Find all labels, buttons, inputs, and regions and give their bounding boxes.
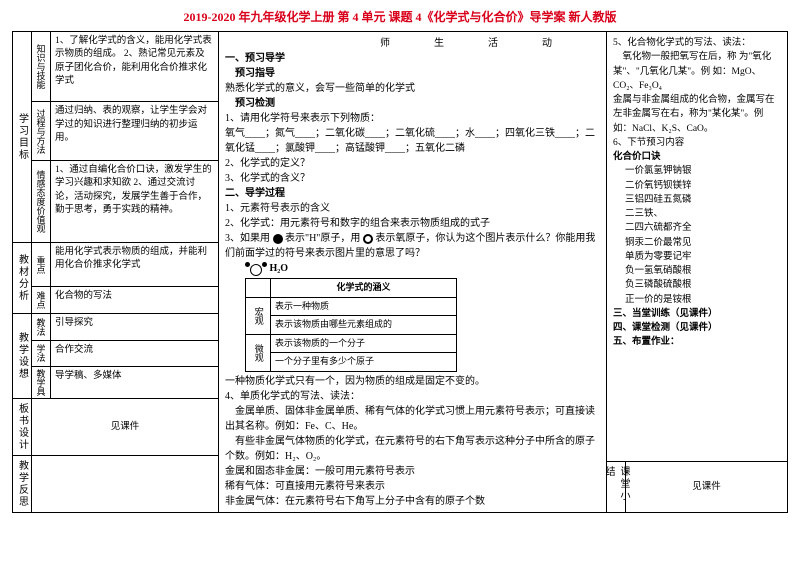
s11: 2、化学式：用元素符号和数字的组合来表示物质组成的式子 xyxy=(225,216,600,231)
ref xyxy=(32,456,218,512)
g2-label: 过程与方法 xyxy=(32,102,51,160)
main-table: 学习目标 知识与技能1、了解化学式的含义，能用化学式表示物质的组成。 2、熟记常… xyxy=(12,31,788,513)
meaning-table: 化学式的涵义 宏观表示一种物质表示该物质由哪些元素组成的 微观表示该物质的一个分… xyxy=(245,278,457,372)
t1-label: 教法 xyxy=(32,314,51,340)
g3-label: 情感态度价值观 xyxy=(32,161,51,242)
g1-label: 知识与技能 xyxy=(32,32,51,101)
s7: 2、化学式的定义？ xyxy=(225,156,600,171)
s1: 一、预习导学 xyxy=(225,53,285,64)
s4: 预习检测 xyxy=(225,98,275,109)
s2: 预习指导 xyxy=(225,68,275,79)
doc-title: 2019-2020 年九年级化学上册 第 4 单元 课题 4《化学式与化合价》导… xyxy=(12,8,788,25)
bd-label: 板书设计 xyxy=(13,399,32,455)
s9: 二、导学过程 xyxy=(225,188,285,199)
kp: 能用化学式表示物质的组成，并能利用化合价推求化学式 xyxy=(51,243,218,286)
s12: 3、如果用 表示"H"原子，用 表示氧原子，你认为这个图片表示什么？你能用我们前… xyxy=(225,231,600,261)
g1: 1、了解化学式的含义，能用化学式表示物质的组成。 2、熟记常见元素及原子团化合价… xyxy=(51,32,218,101)
t1: 引导探究 xyxy=(51,314,218,340)
activity-col: 师 生 活 动 一、预习导学 预习指导 熟悉化学式的意义，会写一些简单的化学式 … xyxy=(219,32,607,512)
note: 见课件 xyxy=(626,462,787,512)
t3-label: 教学具 xyxy=(32,367,51,398)
s5: 1、请用化学符号来表示下列物质： xyxy=(225,111,600,126)
ring-icon xyxy=(363,234,373,244)
s8: 3、化学式的含义？ xyxy=(225,171,600,186)
t2: 合作交流 xyxy=(51,341,218,367)
dp: 化合物的写法 xyxy=(51,287,218,313)
design-label: 教学设想 xyxy=(13,314,32,398)
bd: 见课件 xyxy=(32,399,218,455)
h2o-icon xyxy=(245,262,267,276)
g3: 1、通过自编化合价口诀，激发学生的学习兴趣和求知欲 2、通过交流讨论，活动探究，… xyxy=(51,161,218,242)
s15: 金属单质、固体非金属单质、稀有气体的化学式习惯上用元素符号表示；可直接读出其名称… xyxy=(225,404,600,434)
s19: 非金属气体：在元素符号右下角写上分子中含有的原子个数 xyxy=(225,494,600,509)
g2: 通过归纳、表的观察，让学生学会对学过的知识进行整理归纳的初步运用。 xyxy=(51,102,218,160)
note-label: 课堂小结 xyxy=(607,462,626,512)
right-content: 5、化合物化学式的写法、读法： 氧化物一般把氧写在后，称 为"氧化某"、"几氧化… xyxy=(607,32,787,462)
s10: 1、元素符号表示的含义 xyxy=(225,201,600,216)
analysis-label: 教材分析 xyxy=(13,243,32,313)
ref-label: 教学反思 xyxy=(13,456,32,512)
s16: 有些非金属气体物质的化学式，在元素符号的右下角写表示这种分子中所含的原子个数。例… xyxy=(225,434,600,464)
dp-label: 难点 xyxy=(32,287,51,313)
s13: 一种物质化学式只有一个，因为物质的组成是固定不变的。 xyxy=(225,374,600,389)
goals-label: 学习目标 xyxy=(13,32,32,242)
s6: 氧气____；氮气____；二氧化碳____；二氧化硫____；水____；四氧… xyxy=(225,126,600,156)
kp-label: 重点 xyxy=(32,243,51,286)
black-dot-icon xyxy=(273,234,283,244)
s3: 熟悉化学式的意义，会写一些简单的化学式 xyxy=(225,81,600,96)
s17: 金属和固态非金属：一般可用元素符号表示 xyxy=(225,464,600,479)
t3: 导学稿、多媒体 xyxy=(51,367,218,398)
activity-header: 师 生 活 动 xyxy=(225,36,600,51)
t2-label: 学法 xyxy=(32,341,51,367)
s14: 4、单质化学式的写法、读法： xyxy=(225,389,600,404)
s18: 稀有气体：可直接用元素符号来表示 xyxy=(225,479,600,494)
